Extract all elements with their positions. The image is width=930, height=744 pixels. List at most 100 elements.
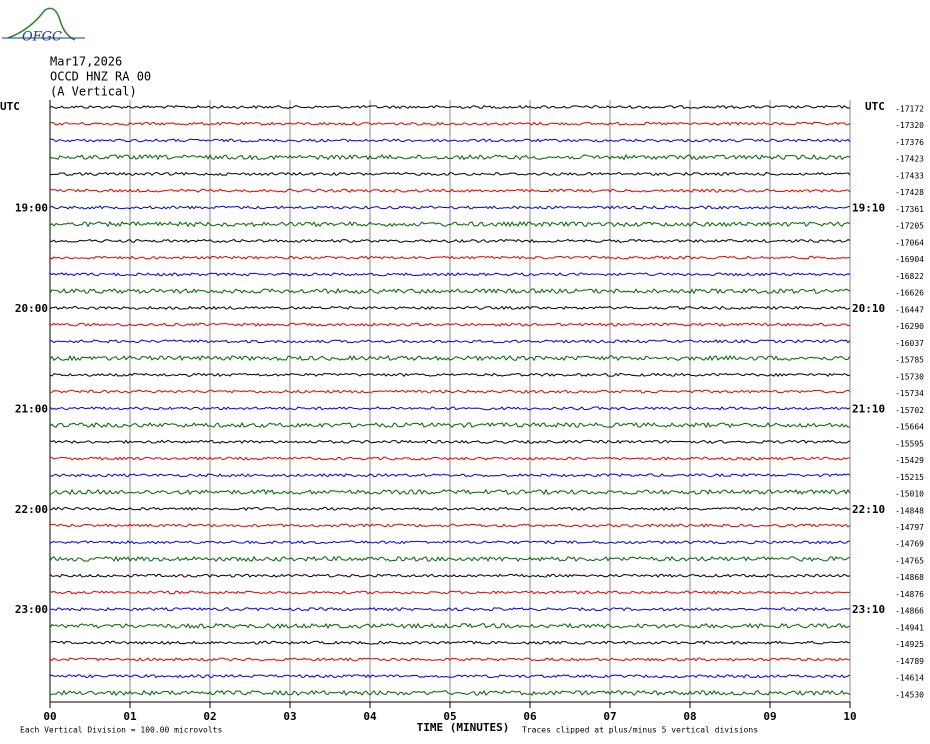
trace [49,657,851,662]
left-time-label: 19:00 [15,201,48,214]
left-time-label: 20:00 [15,302,48,315]
right-time-label: 21:10 [852,402,885,415]
row-offset: -14866 [895,607,924,616]
row-offset: -15215 [895,473,924,482]
trace [49,439,851,444]
x-tick-label: 02 [203,710,216,723]
right-time-label: 20:10 [852,302,885,315]
x-tick-label: 01 [123,710,137,723]
trace [49,555,851,563]
left-time-label: 21:00 [15,402,48,415]
left-axis-title: UTC [0,100,20,113]
trace [49,389,851,394]
row-offset: -14868 [895,573,924,582]
trace [49,171,851,177]
x-tick-label: 05 [443,710,456,723]
x-tick-label: 08 [683,710,696,723]
row-offset: -14797 [895,523,924,532]
row-offset: -14941 [895,623,924,632]
trace [49,372,851,378]
row-offset: -15702 [895,406,924,415]
logo: OFGC [22,30,62,45]
scale-note: Each Vertical Division = 100.00 microvol… [20,726,222,735]
x-tick-label: 06 [523,710,537,723]
trace [50,506,851,511]
trace [49,640,851,645]
clip-note: Traces clipped at plus/minus 5 vertical … [522,726,758,735]
trace [49,473,851,478]
trace [49,488,851,496]
trace [49,138,851,143]
logo-curve [7,7,76,41]
row-offset: -16290 [895,322,924,331]
row-offset: -16904 [895,255,924,264]
row-offset: -14789 [895,657,924,666]
right-time-label: 23:10 [852,603,885,616]
row-offset: -16626 [895,289,924,298]
trace [49,272,851,277]
x-tick-label: 04 [363,710,377,723]
x-tick-label: 10 [843,710,856,723]
trace [49,188,851,193]
component: (A Vertical) [50,85,137,99]
row-offset: -17433 [895,171,924,180]
row-offset: -17428 [895,188,924,197]
row-offset: -15429 [895,456,924,465]
right-axis-title: UTC [865,100,885,113]
row-offset: -15664 [895,423,924,432]
row-offset: -14769 [895,540,924,549]
row-offset: -16037 [895,339,924,348]
trace [49,287,851,295]
row-offset: -15595 [895,439,924,448]
row-offset: -17064 [895,238,924,247]
row-offset: -14848 [895,506,924,515]
row-offset: -16822 [895,272,924,281]
row-offset: -17361 [895,205,924,214]
x-tick-label: 09 [763,710,776,723]
row-offset: -17172 [895,105,924,114]
row-offset: -16447 [895,305,924,314]
trace [49,421,851,429]
trace [49,205,851,210]
left-time-label: 23:00 [15,603,48,616]
row-offset: -17423 [895,155,924,164]
row-offset: -17205 [895,222,924,231]
trace [49,456,850,461]
trace [49,540,851,545]
right-time-label: 22:10 [852,503,885,516]
row-offset: -15730 [895,372,924,381]
trace [49,354,851,362]
row-offset: -14925 [895,640,924,649]
x-tick-label: 00 [43,710,56,723]
right-time-label: 19:10 [852,201,885,214]
trace [49,255,851,260]
row-offset: -15785 [895,356,924,365]
trace [49,322,851,327]
row-offset: -17320 [895,121,924,130]
trace [49,622,851,630]
x-axis-label: TIME (MINUTES) [417,721,510,734]
trace [49,573,851,578]
trace [49,121,851,126]
trace [49,305,851,311]
left-time-label: 22:00 [15,503,48,516]
row-offset: -14530 [895,690,924,699]
row-offset: -14876 [895,590,924,599]
trace [49,590,851,595]
row-offset: -14614 [895,674,924,683]
trace [49,406,851,411]
trace [49,104,851,110]
x-tick-label: 07 [603,710,616,723]
trace [49,238,851,244]
trace [49,153,851,161]
trace [49,339,851,344]
date: Mar17,2026 [50,55,122,69]
row-offset: -14765 [895,556,924,565]
x-tick-label: 03 [283,710,296,723]
trace [49,689,851,696]
trace [49,673,851,679]
trace [49,523,851,528]
trace [49,607,851,612]
trace [49,221,851,228]
